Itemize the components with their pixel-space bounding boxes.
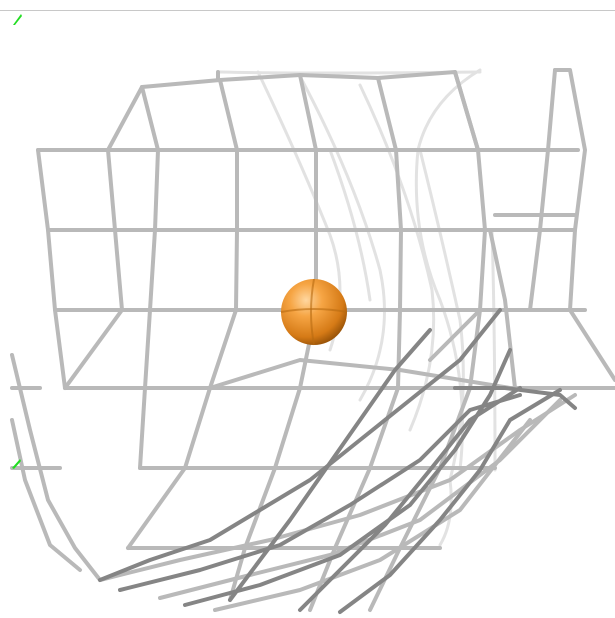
foreground-strands bbox=[98, 308, 577, 614]
back-mesh bbox=[218, 68, 497, 547]
viewer-top-border bbox=[0, 10, 615, 11]
axis-indicator-icon bbox=[13, 14, 22, 25]
front-mesh bbox=[10, 68, 615, 612]
orange-sphere[interactable] bbox=[280, 278, 348, 346]
axis-indicator-bottom-icon bbox=[12, 459, 21, 469]
